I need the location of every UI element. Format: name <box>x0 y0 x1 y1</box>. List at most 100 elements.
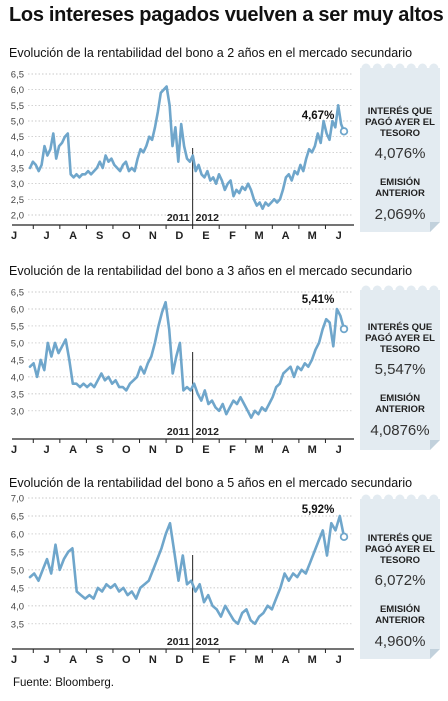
panel-label: INTERÉS QUE <box>368 106 432 117</box>
x-month-label: D <box>175 230 183 242</box>
panel-scallop <box>429 494 439 504</box>
info-panel <box>360 290 440 450</box>
y-tick-label: 7,0 <box>11 494 24 505</box>
x-month-label: O <box>122 444 131 456</box>
y-tick-label: 4,0 <box>11 601 24 612</box>
panel-scallop <box>361 494 371 504</box>
panel-scallop <box>395 63 405 73</box>
x-month-label: M <box>308 444 317 456</box>
panel-value-current: 6,072% <box>375 572 426 589</box>
x-month-label: A <box>69 444 77 456</box>
y-tick-label: 2,5 <box>11 195 24 206</box>
last-value-label: 5,41% <box>302 294 335 306</box>
panel-scallop <box>372 63 382 73</box>
series-line <box>28 85 346 210</box>
panel-scallop <box>429 285 439 295</box>
x-month-label: F <box>229 654 236 666</box>
panel-label: PAGÓ AYER EL <box>365 543 435 555</box>
x-month-label: E <box>202 444 209 456</box>
last-value-label: 5,92% <box>302 504 335 516</box>
panel-fold <box>430 649 440 659</box>
source-note: Fuente: Bloomberg. <box>13 677 115 689</box>
last-value-label: 4,67% <box>302 110 335 122</box>
x-month-label: A <box>282 654 290 666</box>
panel-label: TESORO <box>380 344 420 355</box>
y-tick-label: 3,5 <box>11 164 24 175</box>
panel-label: TESORO <box>380 555 420 566</box>
panel-scallop <box>384 63 394 73</box>
panel-value-previous: 2,069% <box>375 206 426 223</box>
y-tick-label: 3,0 <box>11 179 24 190</box>
x-month-label: O <box>122 230 131 242</box>
series-line <box>28 300 346 419</box>
panel-label: INTERÉS QUE <box>368 533 432 544</box>
x-month-label: F <box>229 444 236 456</box>
panel-scallop <box>384 494 394 504</box>
panel-value-current: 5,547% <box>375 361 426 378</box>
chart-2-year-bond: 6,5 6,0 5,5 5,0 4,5 4,0 3,5 3,0 2,5 2,0 J J A S O N D E F M… <box>11 63 440 242</box>
x-month-label: S <box>96 230 103 242</box>
x-month-label: J <box>43 444 49 456</box>
x-month-label: J <box>43 230 49 242</box>
x-month-label: A <box>69 654 77 666</box>
y-tick-label: 5,0 <box>11 338 24 349</box>
x-month-label: M <box>254 654 263 666</box>
chart-subtitle-2y: Evolución de la rentabilidad del bono a … <box>9 46 413 60</box>
panel-label: ANTERIOR <box>375 615 425 626</box>
x-month-label: E <box>202 230 209 242</box>
x-month-label: A <box>282 230 290 242</box>
y-tick-label: 5,0 <box>11 565 24 576</box>
x-month-label: J <box>11 654 17 666</box>
main-title: Los intereses pagados vuelven a ser muy … <box>9 4 444 26</box>
y-tick-label: 6,0 <box>11 85 24 96</box>
x-month-label: J <box>336 230 342 242</box>
year-label-2012: 2012 <box>196 212 220 224</box>
panel-label: PAGÓ AYER EL <box>365 332 435 344</box>
panel-label: EMISIÓN <box>380 392 420 404</box>
y-tick-label: 4,5 <box>11 355 24 366</box>
y-tick-label: 3,5 <box>11 619 24 630</box>
panel-scallop <box>395 494 405 504</box>
x-month-label: J <box>11 444 17 456</box>
panel-label: ANTERIOR <box>375 404 425 415</box>
x-month-label: A <box>69 230 77 242</box>
year-label-2011: 2011 <box>167 636 190 648</box>
panel-value-previous: 4,0876% <box>370 422 429 439</box>
last-point-marker <box>339 324 349 334</box>
x-month-label: D <box>175 444 183 456</box>
x-month-label: J <box>336 654 342 666</box>
y-tick-label: 2,0 <box>11 211 24 222</box>
panel-scallop <box>395 285 405 295</box>
last-point-marker <box>339 532 349 542</box>
panel-label: PAGÓ AYER EL <box>365 116 435 128</box>
x-month-label: A <box>282 444 290 456</box>
y-tick-label: 6,5 <box>11 70 24 81</box>
chart-3-year-bond: 6,5 6,0 5,5 5,0 4,5 4,0 3,5 3,0 J J A S O N D E F M A M J 201… <box>11 285 440 456</box>
x-month-label: M <box>254 230 263 242</box>
y-tick-label: 5,5 <box>11 547 24 558</box>
year-label-2011: 2011 <box>167 426 190 438</box>
year-label-2012: 2012 <box>196 426 220 438</box>
y-tick-label: 4,5 <box>11 583 24 594</box>
panel-fold <box>430 222 440 232</box>
panel-label: EMISIÓN <box>380 603 420 615</box>
chart-subtitle-3y: Evolución de la rentabilidad del bono a … <box>9 264 413 278</box>
x-month-label: S <box>96 444 103 456</box>
x-month-label: F <box>229 230 236 242</box>
panel-scallop <box>406 285 416 295</box>
panel-value-current: 4,076% <box>375 145 426 162</box>
y-tick-label: 6,5 <box>11 288 24 299</box>
y-tick-label: 5,5 <box>11 101 24 112</box>
x-month-label: N <box>149 444 157 456</box>
y-tick-label: 4,0 <box>11 148 24 159</box>
x-month-label: M <box>254 444 263 456</box>
year-label-2011: 2011 <box>167 212 190 224</box>
y-tick-label: 6,0 <box>11 529 24 540</box>
x-month-label: D <box>175 654 183 666</box>
panel-scallop <box>361 63 371 73</box>
info-panel <box>360 499 440 659</box>
panel-scallop <box>418 63 427 73</box>
y-tick-label: 4,0 <box>11 372 24 383</box>
x-month-label: N <box>149 654 157 666</box>
x-month-label: N <box>149 230 157 242</box>
